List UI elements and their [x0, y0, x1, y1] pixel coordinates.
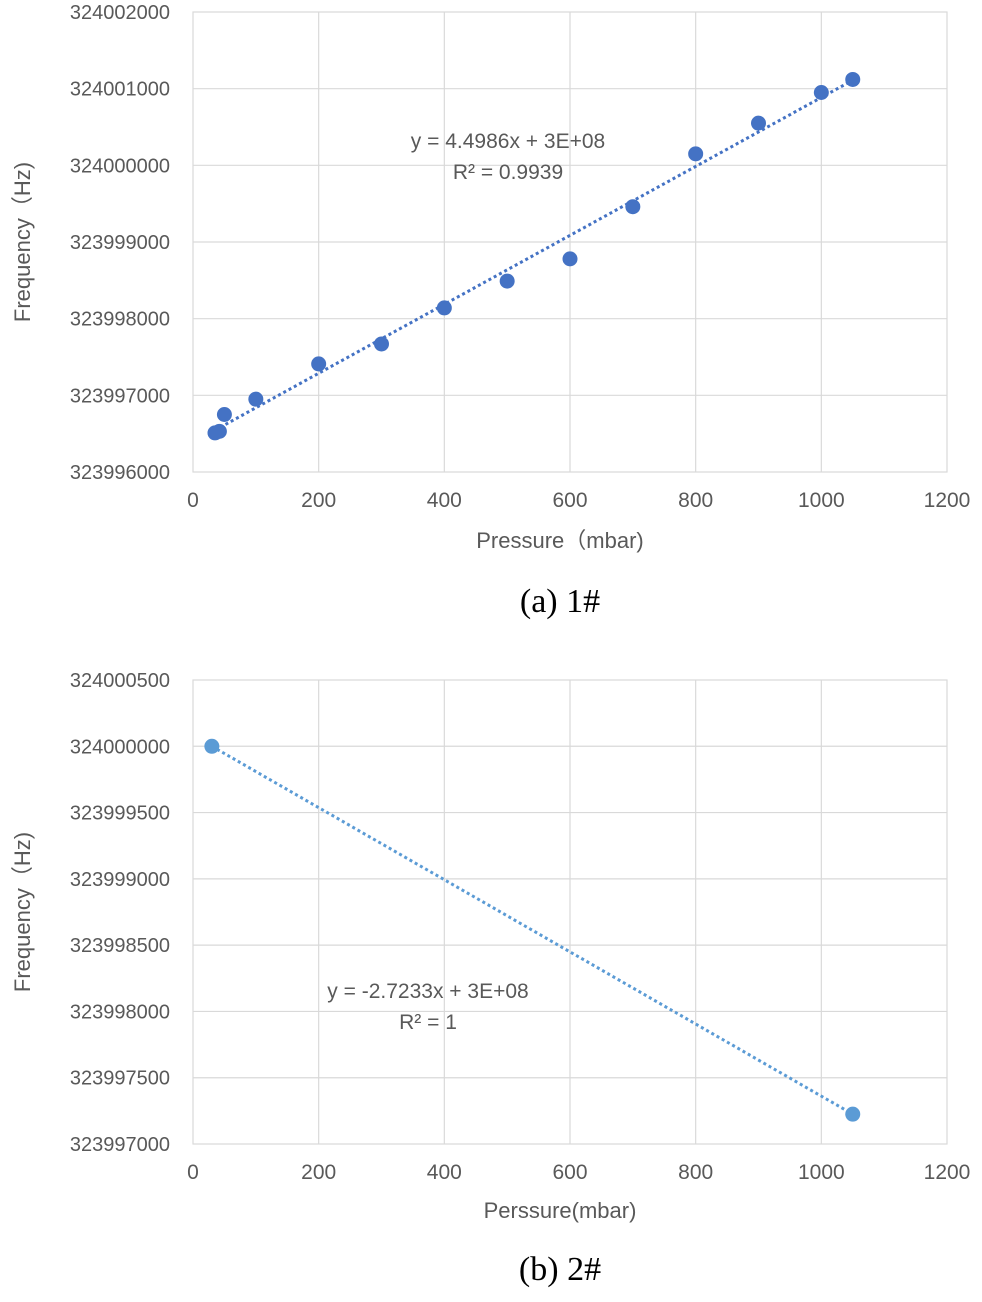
- y-tick-label: 324000000: [70, 155, 170, 177]
- trendline-r2: R² = 0.9939: [453, 161, 563, 184]
- x-tick-label: 200: [301, 489, 336, 512]
- data-point: [688, 146, 704, 162]
- y-tick-label: 323997500: [70, 1068, 170, 1090]
- data-point: [248, 391, 264, 407]
- x-axis-label: Perssure(mbar): [484, 1198, 637, 1223]
- y-tick-label: 323996000: [70, 462, 170, 484]
- x-tick-label: 200: [301, 1161, 336, 1184]
- y-tick-label: 324001000: [70, 79, 170, 101]
- y-tick-label: 323999000: [70, 232, 170, 254]
- data-point: [436, 300, 452, 316]
- y-tick-label: 324000000: [70, 736, 170, 758]
- data-point: [311, 356, 327, 372]
- data-point: [751, 115, 766, 131]
- y-tick-label: 323998000: [70, 1001, 170, 1023]
- y-tick-label: 323999000: [70, 869, 170, 891]
- data-point: [499, 273, 515, 289]
- data-point: [211, 423, 227, 439]
- x-tick-label: 1000: [798, 1161, 845, 1184]
- x-tick-label: 800: [678, 489, 713, 512]
- y-tick-label: 323997000: [70, 385, 170, 407]
- data-point: [845, 1106, 861, 1122]
- trendline-r2: R² = 1: [399, 1011, 457, 1034]
- data-point: [845, 71, 861, 87]
- data-point: [625, 199, 641, 215]
- y-tick-label: 323998500: [70, 935, 170, 957]
- x-tick-label: 400: [427, 1161, 462, 1184]
- chart-2: 0 200 400 600 800 1000 1200 323997000 323997500 3…: [10, 670, 970, 1288]
- y-tick-label: 323997000: [70, 1134, 170, 1156]
- y-tick-label: 323998000: [70, 309, 170, 331]
- x-tick-label: 1200: [924, 489, 971, 512]
- trendline: [211, 744, 854, 1116]
- data-point: [216, 407, 232, 422]
- y-tick-label: 323999500: [70, 803, 170, 825]
- x-tick-label: 1200: [924, 1161, 971, 1184]
- y-axis-label: Frequency（Hz): [10, 162, 35, 322]
- x-tick-label: 600: [552, 489, 587, 512]
- y-tick-label: 324000500: [70, 670, 170, 692]
- y-axis-label: Frequency（Hz): [10, 832, 35, 992]
- y-tick-label: 324002000: [70, 2, 170, 24]
- figure-caption: (b) 2#: [519, 1251, 601, 1288]
- x-tick-label: 600: [552, 1161, 587, 1184]
- data-point: [813, 85, 829, 100]
- chart-1: 0 200 400 600 800 1000 1200 323996000 323997000 3…: [10, 2, 970, 620]
- x-tick-label: 800: [678, 1161, 713, 1184]
- data-point: [562, 251, 578, 267]
- x-tick-label: 0: [187, 1161, 199, 1184]
- data-point: [204, 738, 220, 754]
- x-tick-label: 400: [427, 489, 462, 512]
- figure-caption: (a) 1#: [520, 583, 600, 620]
- x-tick-label: 0: [187, 489, 199, 512]
- trendline: [214, 78, 854, 432]
- data-point: [374, 336, 389, 352]
- x-axis-label: Pressure（mbar): [476, 528, 643, 553]
- x-tick-label: 1000: [798, 489, 845, 512]
- trendline-equation: y = -2.7233x + 3E+08: [327, 980, 528, 1003]
- trendline-equation: y = 4.4986x + 3E+08: [411, 130, 605, 153]
